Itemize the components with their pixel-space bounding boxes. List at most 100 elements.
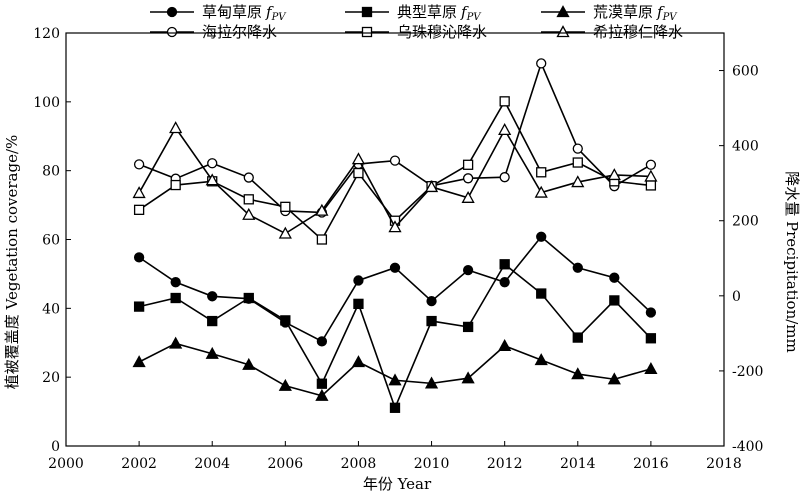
data-point [572,332,583,343]
x-tick-label: 2006 [268,456,304,472]
data-point [645,333,657,344]
legend-label: 希拉穆仁降水 [593,23,683,41]
legend: 草甸草原 fPV 典型草原 fPV 荒漠草原 fPV 海拉尔降水 乌珠穆沁降水 希拉穆仁降水 [150,3,683,41]
data-point [462,173,474,184]
data-point [207,291,218,302]
data-point [461,371,475,384]
data-point [534,185,548,198]
series-line [138,342,652,397]
data-point [607,168,621,181]
legend-item: 海拉尔降水 [150,23,277,41]
y-right-tick-label: -200 [732,364,763,380]
data-point [609,272,620,283]
plot-area: 2000 2002 2004 2006 2008 2010 2012 2014 2016 2018… [33,26,763,472]
data-point [424,180,439,193]
data-point [461,190,475,203]
y-left-tick-label: 40 [42,301,60,317]
data-point [278,378,292,391]
data-point [316,234,328,245]
data-point [243,172,254,183]
data-point [389,402,401,413]
data-point [169,121,183,134]
data-point [536,167,547,178]
legend-label: 乌珠穆沁降水 [397,23,487,41]
y-left-tick-label: 80 [42,164,60,180]
legend-marker [361,26,373,38]
data-point [133,159,145,170]
data-point [645,159,657,170]
data-point [571,175,585,188]
x-axis: 2000 2002 2004 2006 2008 2010 2012 2014 2016 2018 [48,441,742,472]
data-point [426,315,437,327]
legend-marker [166,26,178,38]
data-point [499,96,510,107]
data-point [243,194,254,205]
data-point [389,262,401,273]
y-right-tick-label: 0 [732,289,741,305]
data-point [644,169,658,182]
data-point [426,295,437,307]
data-point [242,357,256,370]
data-point [536,231,547,242]
y-axis-right-title: 降水量 Precipitation/mm [783,171,800,353]
data-point [536,58,547,69]
y-left-tick-label: 60 [42,233,60,249]
data-point [280,315,291,326]
x-tick-label: 2002 [121,456,157,472]
data-point [205,173,219,186]
x-tick-label: 2000 [48,456,84,472]
x-axis-title: 年份 Year [363,475,432,493]
data-point [353,167,364,179]
y-left-tick-label: 20 [42,370,60,386]
data-point [388,373,402,386]
data-point [170,179,181,191]
x-tick-label: 2010 [414,456,450,472]
data-point [207,158,218,169]
y-axis-left-title: 植被覆盖度 Vegetation coverage/% [3,135,21,390]
data-point [207,315,218,327]
legend-marker [166,6,178,18]
x-tick-label: 2016 [633,456,669,472]
data-point [534,353,548,366]
data-point [205,346,219,359]
data-point [536,288,547,299]
data-point [243,292,254,304]
y-axis-right: -400 -200 0 200 400 600 [719,64,763,455]
data-point [278,226,292,239]
data-point [133,301,145,312]
data-point [499,259,510,270]
data-point [572,143,583,154]
series-group [132,58,658,413]
data-point [607,372,621,385]
data-point [462,264,474,276]
y-right-tick-label: 600 [732,64,759,80]
x-tick-label: 2014 [560,456,596,472]
data-point [571,367,585,380]
data-point [644,362,658,375]
legend-label: 海拉尔降水 [202,23,277,41]
data-point [353,275,364,286]
data-point [388,220,402,233]
x-tick-label: 2018 [706,456,742,472]
data-point [170,277,181,288]
data-point [424,376,439,389]
data-point [170,292,181,304]
data-point [132,355,146,368]
data-point [499,172,510,183]
series-1 [133,231,657,347]
legend-label: 典型草原 fPV [397,3,482,23]
legend-item: 典型草原 fPV [345,3,482,23]
series-2 [133,259,657,413]
series-4 [133,58,657,218]
data-point [462,321,474,333]
x-tick-label: 2012 [487,456,523,472]
data-point [351,152,366,165]
y-left-tick-label: 120 [33,26,60,42]
data-point [316,378,328,389]
series-line [138,61,652,214]
data-point [280,201,291,212]
y-right-tick-label: 400 [732,139,759,155]
y-right-tick-label: 200 [732,214,759,230]
data-point [316,336,328,347]
